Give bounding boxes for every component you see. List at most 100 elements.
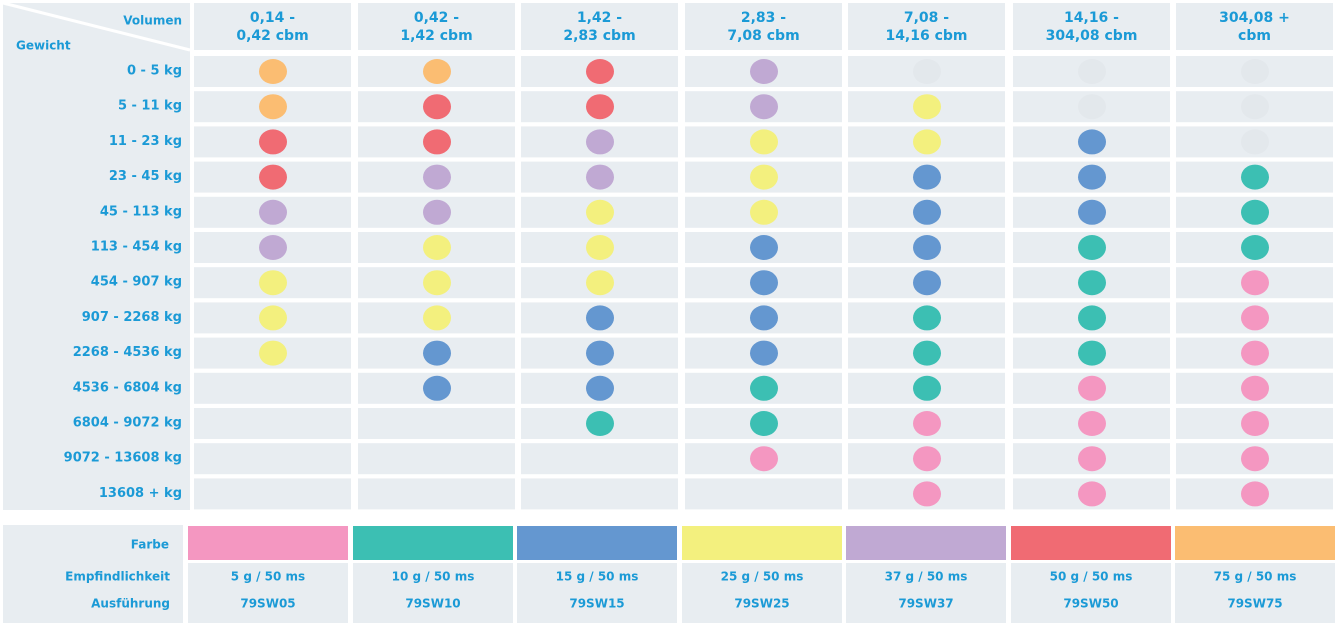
dot (1078, 270, 1106, 296)
dot (1078, 164, 1106, 190)
column-header-text: 14,16 - (1064, 10, 1119, 26)
dot (750, 94, 778, 120)
cell (358, 443, 515, 475)
legend-cell (1175, 563, 1335, 623)
dot (1241, 129, 1269, 155)
dot (259, 129, 287, 155)
dot (1241, 481, 1269, 507)
dot (1241, 375, 1269, 401)
dot (913, 411, 941, 436)
legend-model: 79SW50 (1063, 597, 1118, 611)
volume-label: Volumen (123, 14, 182, 28)
legend-cell (846, 563, 1006, 623)
column-header (1176, 3, 1333, 50)
dot (259, 199, 287, 225)
column-header-text: 0,42 - (414, 10, 459, 26)
legend-sensitivity: 50 g / 50 ms (1050, 570, 1133, 584)
column-header-text: 7,08 - (904, 10, 949, 26)
dot (1078, 340, 1106, 366)
column-header-text: 7,08 cbm (727, 28, 799, 44)
dot (750, 446, 778, 472)
dot (423, 199, 451, 225)
dot (586, 235, 614, 260)
dot (586, 375, 614, 401)
cell (358, 478, 515, 510)
column-header-text: 2,83 cbm (563, 28, 635, 44)
column-header (358, 3, 515, 50)
legend-cell (1011, 563, 1171, 623)
legend-label: Ausführung (91, 597, 170, 611)
dot (259, 235, 287, 260)
row-label: 5 - 11 kg (118, 99, 182, 114)
row-label: 6804 - 9072 kg (73, 416, 182, 431)
dot (259, 164, 287, 190)
column-header-text: 1,42 - (577, 10, 622, 26)
legend-label-column (3, 525, 183, 623)
legend-swatch (846, 526, 1006, 560)
dot (913, 59, 941, 84)
dot (913, 481, 941, 507)
legend-model: 79SW25 (734, 597, 789, 611)
dot (913, 305, 941, 331)
dot (913, 164, 941, 190)
legend-cell (682, 563, 842, 623)
dot (913, 94, 941, 120)
row-label: 907 - 2268 kg (82, 310, 182, 325)
dot (423, 270, 451, 296)
dot (586, 270, 614, 296)
column-header-text: 14,16 cbm (885, 28, 967, 44)
cell (521, 443, 678, 475)
dot (259, 94, 287, 120)
dot (423, 375, 451, 401)
dot (750, 59, 778, 84)
dot (1241, 446, 1269, 472)
row-label: 2268 - 4536 kg (73, 345, 182, 360)
legend-model: 79SW10 (405, 597, 460, 611)
cell (194, 408, 351, 439)
dot (750, 199, 778, 225)
dot (750, 411, 778, 436)
row-label: 113 - 454 kg (91, 240, 182, 255)
dot (1241, 411, 1269, 436)
dot (423, 94, 451, 120)
dot (423, 305, 451, 331)
column-header (194, 3, 351, 50)
dot (1241, 340, 1269, 366)
dot (423, 340, 451, 366)
legend-sensitivity: 25 g / 50 ms (721, 570, 804, 584)
legend-sensitivity: 15 g / 50 ms (556, 570, 639, 584)
cell (194, 372, 351, 404)
dot (750, 340, 778, 366)
dot (259, 59, 287, 84)
dot (750, 235, 778, 260)
dot (586, 411, 614, 436)
row-label: 9072 - 13608 kg (64, 451, 182, 466)
corner-diagonal (2, 1, 191, 52)
dot (586, 340, 614, 366)
legend-cell (517, 563, 677, 623)
dot (913, 340, 941, 366)
legend-label: Empfindlichkeit (65, 570, 170, 584)
column-header (1013, 3, 1170, 50)
dot (259, 340, 287, 366)
row-label: 4536 - 6804 kg (73, 380, 182, 395)
dot (913, 235, 941, 260)
column-header-text: 0,14 - (250, 10, 295, 26)
cell (685, 478, 842, 510)
dot (1078, 235, 1106, 260)
dot (1078, 375, 1106, 401)
dot (913, 375, 941, 401)
dot (586, 129, 614, 155)
dot (1241, 59, 1269, 84)
column-header (521, 3, 678, 50)
dot (586, 164, 614, 190)
dot (913, 199, 941, 225)
row-label: 454 - 907 kg (91, 275, 182, 290)
column-header-text: 2,83 - (741, 10, 786, 26)
dot (423, 235, 451, 260)
legend-sensitivity: 10 g / 50 ms (392, 570, 475, 584)
dot (423, 59, 451, 84)
row-label: 45 - 113 kg (100, 204, 182, 219)
dot (913, 129, 941, 155)
